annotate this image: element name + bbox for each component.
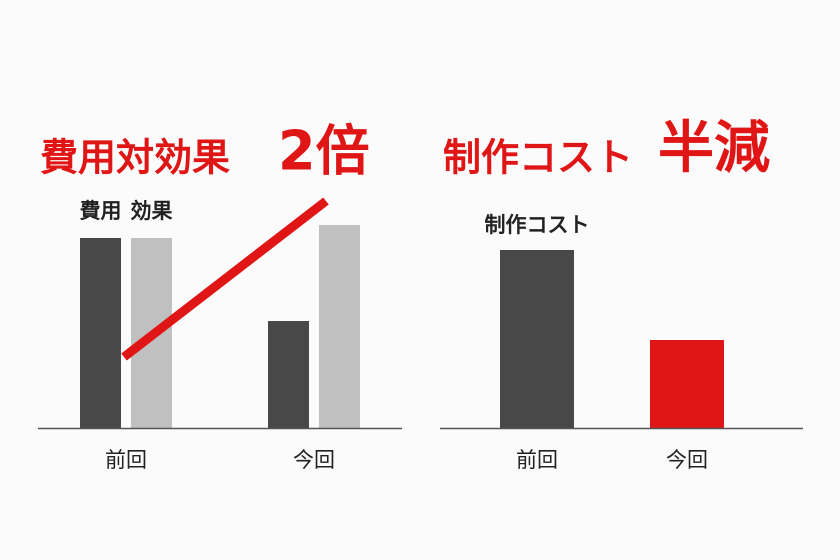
series-label: 効果 xyxy=(131,199,173,223)
bar xyxy=(319,225,360,428)
chart-title: 費用対効果 xyxy=(40,136,230,180)
bar xyxy=(268,321,309,428)
chart-title-emphasis: 2倍 xyxy=(278,120,370,183)
trend-arrow xyxy=(121,197,329,361)
bar xyxy=(80,238,121,428)
x-tick-label: 今回 xyxy=(293,448,335,472)
x-tick-label: 今回 xyxy=(666,448,708,472)
series-label: 制作コスト xyxy=(485,213,590,237)
x-tick-label: 前回 xyxy=(516,448,558,472)
x-tick-label: 前回 xyxy=(105,448,147,472)
bar xyxy=(650,340,724,428)
chart-title-emphasis: 半減 xyxy=(658,116,770,181)
series-label: 費用 xyxy=(80,199,122,223)
chart-title: 制作コスト xyxy=(443,136,633,180)
bar xyxy=(500,250,574,428)
